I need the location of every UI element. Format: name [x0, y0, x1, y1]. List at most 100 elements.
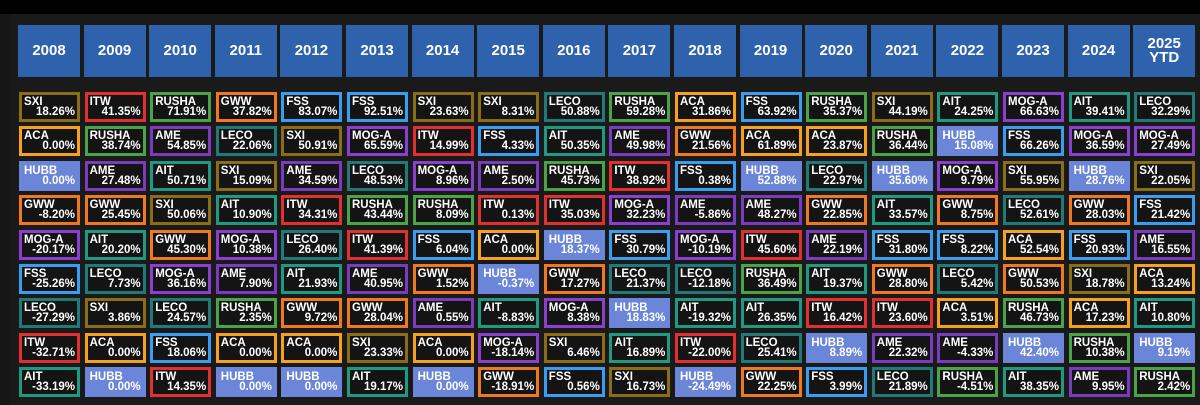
ticker-symbol: AIT	[942, 96, 961, 108]
ticker-symbol: AME	[942, 336, 968, 349]
return-percent: 0.00%	[304, 381, 338, 394]
ticker-symbol: ACA	[286, 336, 312, 349]
ticker-cell: AIT 24.25%	[937, 92, 999, 122]
ticker-symbol: AME	[680, 199, 706, 212]
ticker-symbol: LECO	[614, 268, 647, 280]
ticker-cell: LECO 50.88%	[543, 92, 605, 122]
ticker-cell: AIT 38.35%	[1003, 367, 1064, 398]
ticker-symbol: ACA	[220, 336, 246, 349]
return-percent: 24.57%	[167, 312, 207, 325]
ticker-cell: AME 49.98%	[609, 126, 671, 157]
ticker-cell: AIT -33.19%	[19, 367, 80, 398]
ticker-symbol: SXI	[614, 371, 633, 384]
ticker-cell: AIT 20.20%	[84, 229, 146, 260]
ticker-cell: GWW 22.85%	[806, 195, 868, 226]
return-percent: -18.14%	[491, 346, 535, 359]
ticker-cell: SXI 16.73%	[609, 367, 671, 398]
return-percent: 20.93%	[1085, 243, 1125, 256]
return-percent: 3.99%	[829, 381, 863, 394]
ticker-cell: MOG-A -20.17%	[19, 229, 80, 260]
return-percent: 35.60%	[888, 174, 928, 187]
return-percent: 23.60%	[888, 312, 928, 325]
ticker-cell: GWW 25.45%	[84, 195, 146, 226]
ticker-symbol: AIT	[745, 302, 765, 315]
ticker-cell: ITW -32.71%	[19, 332, 80, 363]
return-percent: 10.90%	[232, 209, 272, 222]
return-percent: 8.09%	[435, 209, 469, 222]
ticker-cell: RUSHA 2.42%	[1134, 367, 1196, 398]
ticker-symbol: LECO	[548, 96, 581, 108]
ticker-symbol: ACA	[1073, 302, 1099, 315]
ticker-cell: FSS 8.22%	[937, 229, 999, 260]
ticker-symbol: MOG-A	[417, 164, 458, 177]
year-header: 2012	[280, 25, 343, 77]
return-percent: 52.61%	[1019, 209, 1059, 222]
year-label: 2015	[491, 42, 525, 59]
ticker-cell: HUBB 28.76%	[1068, 160, 1130, 191]
return-percent: 54.85%	[167, 140, 207, 153]
return-percent: 23.87%	[823, 140, 863, 153]
return-percent: 0.00%	[239, 381, 272, 394]
ticker-symbol: GWW	[89, 199, 121, 212]
ticker-symbol: LECO	[745, 336, 778, 349]
ticker-cell: HUBB 0.00%	[281, 367, 343, 398]
ticker-cell: SXI 8.31%	[478, 92, 540, 122]
return-percent: 6.04%	[435, 243, 469, 256]
ticker-symbol: AIT	[1073, 96, 1093, 108]
ticker-symbol: FSS	[614, 233, 637, 246]
ticker-cell: GWW 45.30%	[150, 229, 212, 260]
ticker-symbol: GWW	[811, 199, 842, 212]
return-percent: 34.31%	[298, 209, 338, 222]
ticker-symbol: LECO	[89, 268, 122, 280]
ticker-cell: ITW 41.39%	[347, 229, 408, 260]
return-percent: 23.33%	[363, 346, 403, 359]
ticker-symbol: SXI	[1073, 268, 1093, 280]
ticker-cell: RUSHA 8.09%	[412, 195, 474, 226]
ticker-cell: RUSHA 71.91%	[150, 92, 212, 122]
ticker-symbol: AIT	[680, 302, 699, 315]
ticker-cell: LECO 48.53%	[347, 160, 408, 191]
ticker-symbol: AIT	[155, 164, 174, 177]
ticker-cell: SXI 22.05%	[1134, 160, 1196, 191]
return-percent: 44.19%	[888, 106, 928, 118]
ticker-symbol: AIT	[548, 130, 568, 143]
year-label: 2023	[1016, 42, 1050, 59]
return-percent: 0.00%	[435, 346, 469, 359]
return-percent: 49.98%	[626, 140, 666, 153]
ticker-cell: FSS 66.26%	[1003, 126, 1064, 157]
year-label: 2012	[294, 42, 329, 59]
ticker-cell: HUBB 18.83%	[609, 298, 671, 329]
ticker-cell: RUSHA 35.37%	[806, 92, 868, 122]
ticker-symbol: ACA	[1008, 233, 1033, 246]
return-percent: -24.49%	[688, 381, 731, 394]
year-header: 2025 YTD	[1133, 25, 1196, 77]
ticker-symbol: AME	[483, 164, 509, 177]
return-percent: 0.00%	[107, 346, 141, 359]
return-percent: 46.73%	[1019, 312, 1059, 325]
ticker-cell: RUSHA 38.74%	[84, 126, 146, 157]
ticker-cell: AIT 19.17%	[347, 367, 408, 398]
ticker-cell: FSS 31.80%	[871, 229, 933, 260]
ticker-cell: RUSHA 36.49%	[740, 264, 802, 294]
ticker-symbol: AIT	[24, 371, 43, 384]
return-percent: 18.37%	[560, 243, 600, 256]
ticker-cell: LECO 52.61%	[1003, 195, 1064, 226]
ticker-cell: AME 54.85%	[150, 126, 212, 157]
ticker-cell: ACA 0.00%	[478, 229, 540, 260]
return-percent: -4.33%	[956, 346, 994, 359]
return-percent: 22.32%	[888, 346, 928, 359]
ticker-symbol: HUBB	[548, 233, 583, 246]
ticker-symbol: SXI	[483, 96, 502, 108]
ticker-cell: GWW 8.75%	[937, 195, 999, 226]
return-percent: 50.53%	[1019, 278, 1059, 290]
ticker-cell: AME 40.95%	[347, 264, 408, 294]
year-header: 2017	[608, 25, 671, 77]
ticker-symbol: AME	[417, 302, 444, 315]
return-percent: 21.89%	[888, 381, 928, 394]
ticker-cell: ACA 31.86%	[675, 92, 736, 122]
return-percent: 5.42%	[960, 278, 994, 290]
ticker-symbol: SXI	[155, 199, 174, 212]
return-percent: 15.08%	[954, 140, 994, 153]
ticker-symbol: AME	[1073, 371, 1100, 384]
year-header: 2021	[870, 25, 933, 77]
